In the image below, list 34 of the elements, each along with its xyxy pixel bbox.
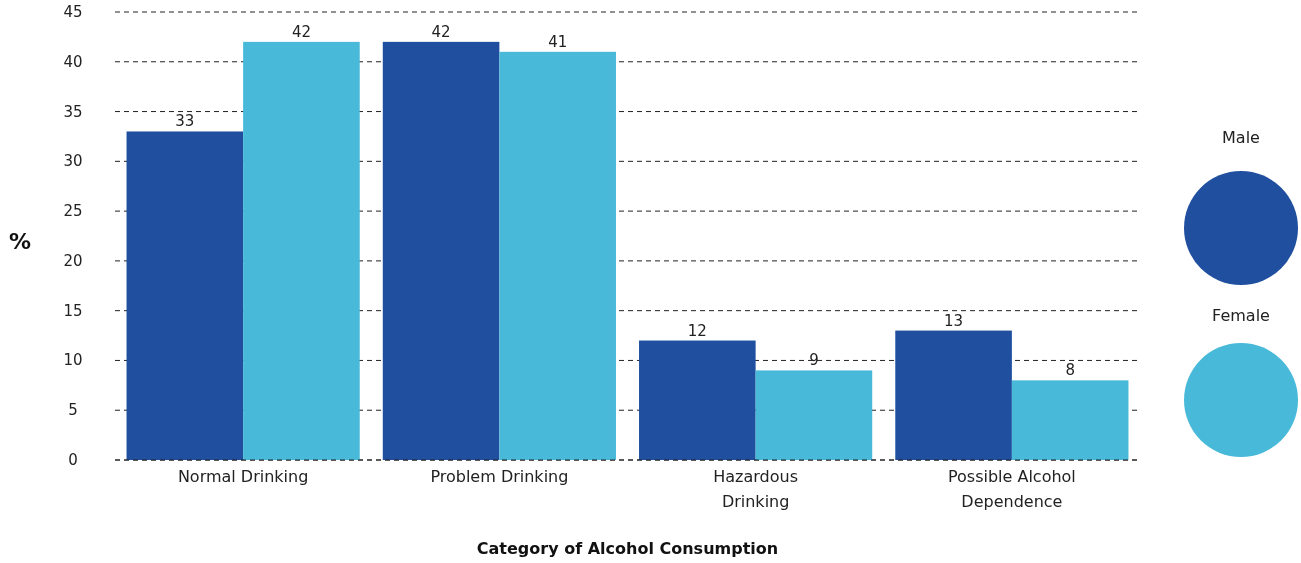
data-label: 41 [548, 32, 568, 51]
data-label: 9 [809, 351, 819, 370]
bar [126, 131, 244, 460]
data-label: 42 [291, 22, 311, 41]
y-tick-label: 40 [63, 52, 83, 71]
y-tick-label: 20 [63, 251, 83, 270]
x-tick-label: Hazardous Drinking [713, 467, 799, 511]
x-tick-label: Problem Drinking [430, 467, 569, 486]
x-axis-title: Category of Alcohol Consumption [476, 539, 779, 558]
data-label: 33 [175, 112, 195, 131]
y-tick-label: 0 [68, 451, 78, 469]
bar [243, 41, 360, 460]
y-tick-label: 10 [63, 351, 83, 370]
x-tick-label: Normal Drinking [177, 467, 309, 486]
data-label: 8 [1065, 361, 1075, 380]
data-label: 13 [944, 311, 964, 330]
y-tick-label: 35 [63, 102, 83, 121]
y-tick-label: 45 [63, 3, 83, 21]
x-tick-label: Possible Alcohol Dependence [947, 467, 1076, 511]
data-label: 42 [431, 22, 451, 41]
y-tick-label: 15 [63, 301, 83, 320]
bar [382, 41, 500, 460]
y-tick-label: 5 [68, 401, 78, 420]
y-tick-label: 25 [63, 202, 83, 221]
data-label: 12 [687, 321, 707, 340]
bar [499, 51, 616, 460]
bar [1011, 380, 1129, 460]
text: Female [1212, 306, 1270, 325]
bar [639, 340, 756, 460]
y-tick-label: 30 [63, 152, 83, 171]
bar [895, 330, 1012, 460]
y-axis-title: % [8, 229, 32, 254]
text: Male [1222, 128, 1260, 147]
bar [755, 370, 873, 460]
